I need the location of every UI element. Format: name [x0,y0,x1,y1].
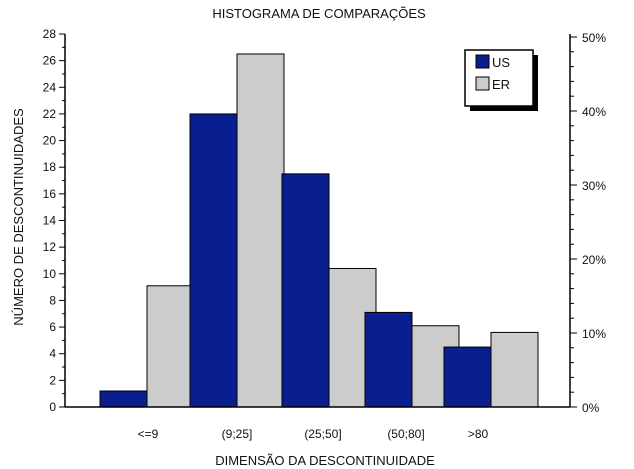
x-tick-label-1: (9;25] [222,427,253,441]
x-axis-label: DIMENSÃO DA DESCONTINUIDADE [215,453,435,468]
bar-us-0 [99,390,148,408]
y-tick-label-24: 24 [43,80,57,94]
legend: US ER [464,49,538,111]
bar-us-4 [443,346,492,408]
y-tick-label-22: 22 [43,107,57,121]
bar-us-1 [189,113,238,408]
bars-group [99,53,539,408]
chart-title: HISTOGRAMA DE COMPARAÇÕES [212,6,426,21]
y2-tick-label-3: 30% [582,179,606,193]
y2-tick-label-1: 10% [582,327,606,341]
y2-tick-label-5: 50% [582,31,606,45]
legend-label-us: US [492,55,510,70]
legend-swatch-er [475,76,490,91]
y-axis-label: NÚMERO DE DESCONTINUIDADES [11,108,26,326]
bar-us-3 [364,311,413,408]
bar-us-2 [281,173,330,408]
y-tick-label-8: 8 [49,293,56,307]
legend-label-er: ER [492,77,510,92]
y2-tick-label-2: 20% [582,253,606,267]
y-tick-label-4: 4 [49,347,56,361]
y-tick-label-10: 10 [43,267,57,281]
y-tick-label-16: 16 [43,187,57,201]
x-tick-label-3: (50;80] [387,427,424,441]
y-tick-label-12: 12 [43,240,57,254]
y-tick-label-6: 6 [49,320,56,334]
bar-er-0 [146,285,195,408]
y2-tick-label-0: 0% [582,401,600,415]
y-tick-label-2: 2 [49,373,56,387]
x-tick-label-0: <=9 [138,427,159,441]
x-tick-label-2: (25;50] [304,427,341,441]
y-tick-label-20: 20 [43,134,57,148]
legend-swatch-us [475,54,490,69]
y-tick-label-14: 14 [43,214,57,228]
x-tick-label-4: >80 [468,427,489,441]
y-tick-label-18: 18 [43,160,57,174]
y2-tick-label-4: 40% [582,105,606,119]
y-tick-label-0: 0 [49,400,56,414]
y-tick-label-26: 26 [43,54,57,68]
y-tick-label-28: 28 [43,27,57,41]
bar-er-4 [490,331,539,408]
bar-er-1 [236,53,285,408]
ticks-group: 02468101214161820222426280%10%20%30%40%5… [43,27,607,441]
